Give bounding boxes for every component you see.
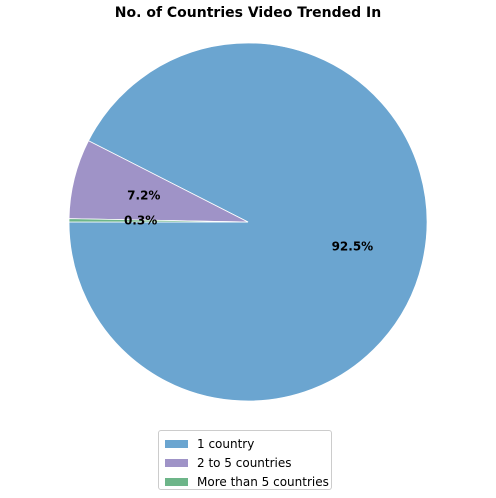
legend-swatch [165,478,188,486]
legend-label: 2 to 5 countries [197,456,292,470]
legend-label: More than 5 countries [197,475,329,489]
slice-label-2: 0.3% [124,214,157,228]
pie-slices [69,43,427,401]
legend: 1 country 2 to 5 countries More than 5 cou… [158,430,332,490]
pie-chart: 92.5% 7.2% 0.3% [0,0,496,430]
legend-label: 1 country [197,437,254,451]
legend-item-2: More than 5 countries [165,472,331,491]
legend-swatch [165,440,188,448]
legend-item-0: 1 country [165,434,331,453]
slice-label-1: 7.2% [127,188,160,202]
legend-item-1: 2 to 5 countries [165,453,331,472]
slice-label-0: 92.5% [332,240,374,254]
legend-swatch [165,459,188,467]
